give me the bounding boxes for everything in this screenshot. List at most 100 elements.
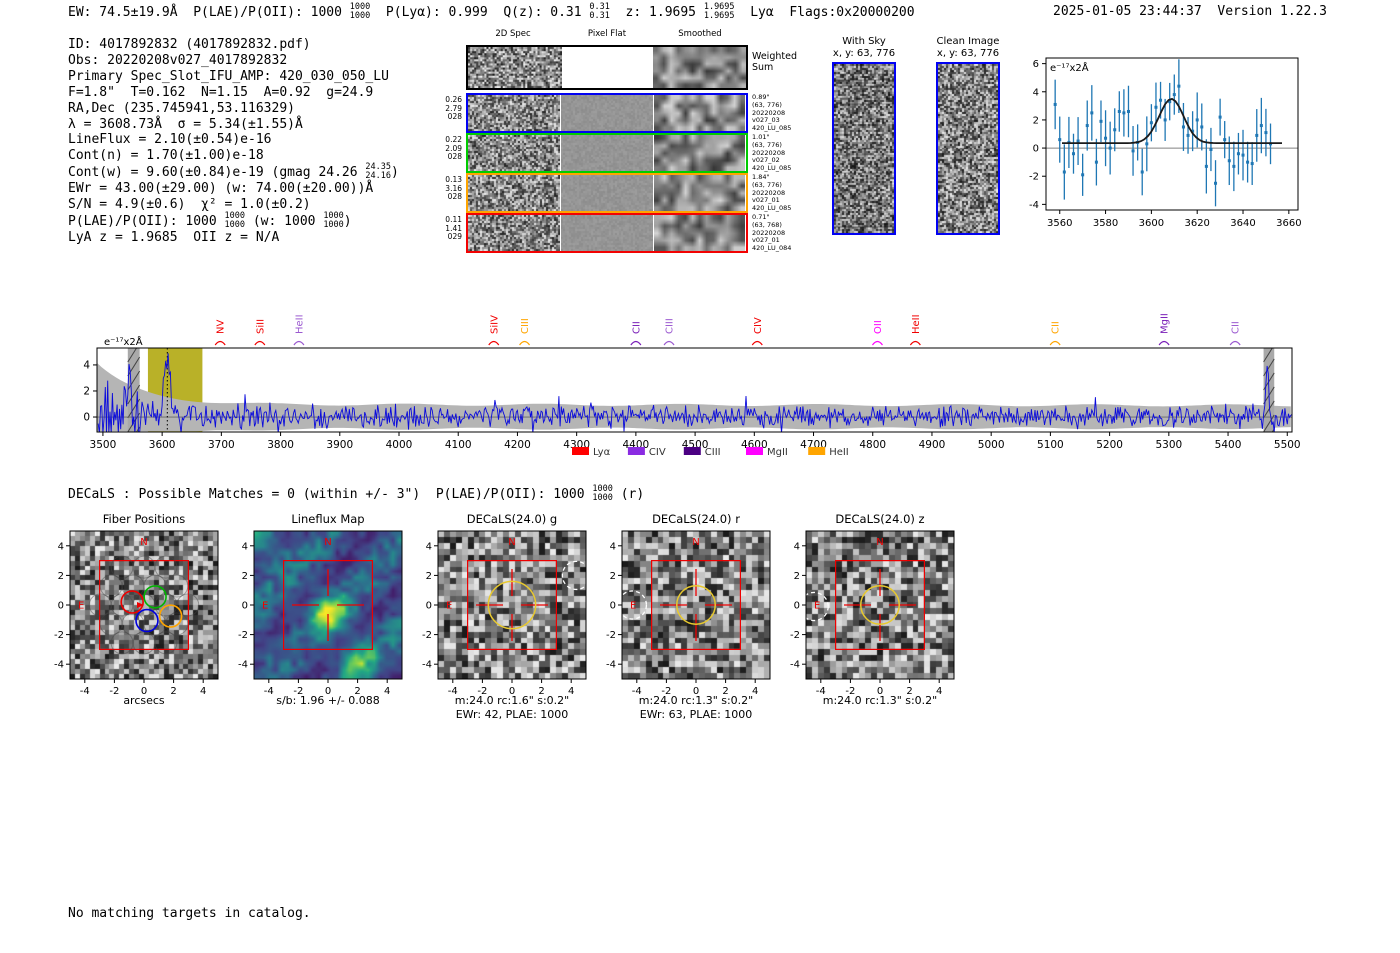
info-text: EWr = 43.00(±29.00) (w: 74.00(±20.00))Å bbox=[68, 181, 374, 197]
spec2d-right-value: 20220208 bbox=[752, 108, 786, 117]
cutout-x-tick-label: 0 bbox=[693, 686, 699, 697]
line-marker-bracket bbox=[909, 340, 921, 346]
spectrum-line bbox=[97, 353, 1292, 432]
inset-data-point bbox=[1236, 152, 1240, 156]
header-text: Lyα Flags:0x20000200 bbox=[734, 5, 915, 20]
inset-data-point bbox=[1126, 109, 1130, 113]
info-text: LyA z = 1.9685 OII z = N/A bbox=[68, 230, 280, 246]
spec2d-image bbox=[468, 215, 560, 251]
selected-fiber-circle bbox=[135, 608, 159, 633]
spec2d-right-value: (63, 776) bbox=[752, 100, 782, 109]
info-line-5: λ = 3608.73Å σ = 5.34(±1.55)Å bbox=[68, 117, 399, 133]
header-stacked-value: 0.31 0.31 bbox=[589, 3, 609, 20]
catalog-header-stacked-top: 1000 bbox=[592, 484, 613, 494]
info-line-6: LineFlux = 2.10(±0.54)e-16 bbox=[68, 132, 399, 148]
inset-data-point bbox=[1255, 133, 1259, 137]
spec2d-col-header: 2D Spec bbox=[495, 29, 531, 39]
inset-data-point bbox=[1250, 162, 1254, 166]
inset-data-point bbox=[1058, 138, 1062, 142]
inset-x-tick-label: 3600 bbox=[1139, 218, 1164, 229]
header-summary-line: EW: 74.5±19.9Å P(LAE)/P(OII): 1000 1000 1… bbox=[68, 3, 915, 21]
info-line-7: Cont(n) = 1.70(±1.00)e-18 bbox=[68, 148, 399, 164]
inset-data-point bbox=[1264, 131, 1268, 135]
cutout-sub-label: arcsecs bbox=[123, 694, 165, 707]
spec2d-right-value: (63, 768) bbox=[752, 220, 782, 229]
line-marker-bracket bbox=[214, 340, 226, 346]
info-line-11: P(LAE)/P(OII): 1000 1000 1000 (w: 1000 10… bbox=[68, 212, 399, 230]
cutout-x-tick-label: -2 bbox=[109, 686, 119, 697]
header-stacked-bottom: 0.31 bbox=[589, 10, 610, 21]
inset-data-point bbox=[1163, 118, 1167, 122]
compass-north-label: N bbox=[692, 537, 699, 548]
ifu-fiber-outline bbox=[154, 631, 178, 655]
cutout-title: DECaLS(24.0) z bbox=[835, 512, 925, 526]
extraction-box bbox=[282, 559, 374, 651]
ifu-fiber-outline bbox=[110, 555, 134, 579]
cutout-title: DECaLS(24.0) r bbox=[652, 512, 740, 526]
ifu-fiber-outline bbox=[132, 631, 156, 655]
cutout-sub-label: EWr: 63, PLAE: 1000 bbox=[639, 708, 753, 721]
inset-x-tick-label: 3560 bbox=[1047, 218, 1072, 229]
inset-data-point bbox=[1246, 160, 1250, 164]
pixel-flat-image bbox=[561, 175, 653, 211]
inset-data-point bbox=[1149, 121, 1153, 125]
cutout-x-tick-label: 0 bbox=[325, 686, 331, 697]
line-marker-bracket bbox=[488, 340, 500, 346]
catalog-header-stacked-value: 1000 1000 bbox=[592, 485, 612, 502]
cutout-y-tick-label: -2 bbox=[790, 630, 800, 641]
line-marker-label: CII bbox=[1231, 321, 1242, 334]
line-marker-label: MgII bbox=[1160, 313, 1171, 334]
cutout-overlay: N E -4 -4 -2 -2 0 0 2 2 4 4 bbox=[238, 530, 403, 697]
ifu-fiber-outline bbox=[143, 574, 167, 598]
spec2d-right-value: 20220208 bbox=[752, 188, 786, 197]
compass-north-label: N bbox=[508, 537, 515, 548]
header-text: z: 1.9695 bbox=[609, 5, 704, 20]
inset-data-point bbox=[1172, 93, 1176, 97]
compass-east-label: E bbox=[630, 601, 636, 612]
cutout-overlay: N E -4 -4 -2 -2 0 0 2 2 4 4 bbox=[54, 530, 219, 697]
catalog-match-header: DECaLS : Possible Matches = 0 (within +/… bbox=[68, 485, 644, 503]
spec2d-row-right-labels: 0.71" (63, 768) 20220208 v027_01 420_LU_084 bbox=[752, 213, 800, 253]
cutout-overlay: N E -4 -4 -2 -2 0 0 2 2 4 4 bbox=[790, 530, 955, 697]
ifu-fiber-outline bbox=[165, 574, 189, 598]
cutout-x-tick-label: -2 bbox=[845, 686, 855, 697]
pixel-flat-image bbox=[561, 95, 653, 131]
ifu-fiber-outline bbox=[110, 631, 134, 655]
header-text: P(Lyα): 0.999 Q(z): 0.31 bbox=[370, 5, 590, 20]
inset-x-tick-label: 3640 bbox=[1230, 218, 1255, 229]
inset-x-tick-label: 3620 bbox=[1184, 218, 1209, 229]
pixel-flat-blank bbox=[563, 47, 652, 87]
cutout-overlay: N E -4 -4 -2 -2 0 0 2 2 4 4 bbox=[422, 530, 592, 697]
inset-gaussian-fit bbox=[1062, 97, 1282, 144]
spec2d-row-right-labels: 1.01" (63, 776) 20220208 v027_02 420_LU_085 bbox=[752, 133, 800, 173]
inset-data-point bbox=[1218, 115, 1222, 119]
aperture-circle bbox=[487, 580, 537, 630]
ifu-fiber-outline bbox=[121, 612, 145, 636]
cutout-y-tick-label: 0 bbox=[610, 601, 616, 612]
spec2d-right-value: v027_02 bbox=[752, 156, 780, 165]
inset-data-point bbox=[1131, 149, 1135, 153]
spec2d-right-value: 20220208 bbox=[752, 148, 786, 157]
spectrum-y-tick-label: 2 bbox=[83, 385, 90, 397]
ifu-fiber-outline bbox=[110, 593, 134, 617]
info-text: LineFlux = 2.10(±0.54)e-16 bbox=[68, 132, 272, 148]
spectrum-x-tick-label: 3700 bbox=[208, 439, 235, 451]
inset-data-point bbox=[1159, 98, 1163, 102]
cutout-y-tick-label: -4 bbox=[790, 660, 800, 671]
cutout-x-tick-label: 0 bbox=[509, 686, 515, 697]
info-text: Obs: 20220208v027_4017892832 bbox=[68, 52, 288, 68]
inset-data-point bbox=[1259, 124, 1263, 128]
cutout-x-tick-label: 2 bbox=[354, 686, 360, 697]
header-stacked-value: 1.9695 1.9695 bbox=[704, 3, 735, 20]
inset-data-point bbox=[1094, 160, 1098, 164]
cutout-x-tick-label: 4 bbox=[200, 686, 206, 697]
cutout-x-tick-label: -4 bbox=[448, 686, 458, 697]
line-marker-label: CII bbox=[631, 321, 642, 334]
cutout-y-tick-label: -2 bbox=[606, 630, 616, 641]
info-line-10: S/N = 4.9(±0.6) χ² = 1.0(±0.2) bbox=[68, 197, 399, 213]
spec2d-right-value: 0.71" bbox=[752, 213, 770, 221]
info-line-2: Primary Spec_Slot_IFU_AMP: 420_030_050_L… bbox=[68, 69, 399, 85]
info-line-8: Cont(w) = 9.60(±0.84)e-19 (gmag 24.26 24… bbox=[68, 163, 399, 181]
line-marker-label: OII bbox=[873, 320, 884, 334]
